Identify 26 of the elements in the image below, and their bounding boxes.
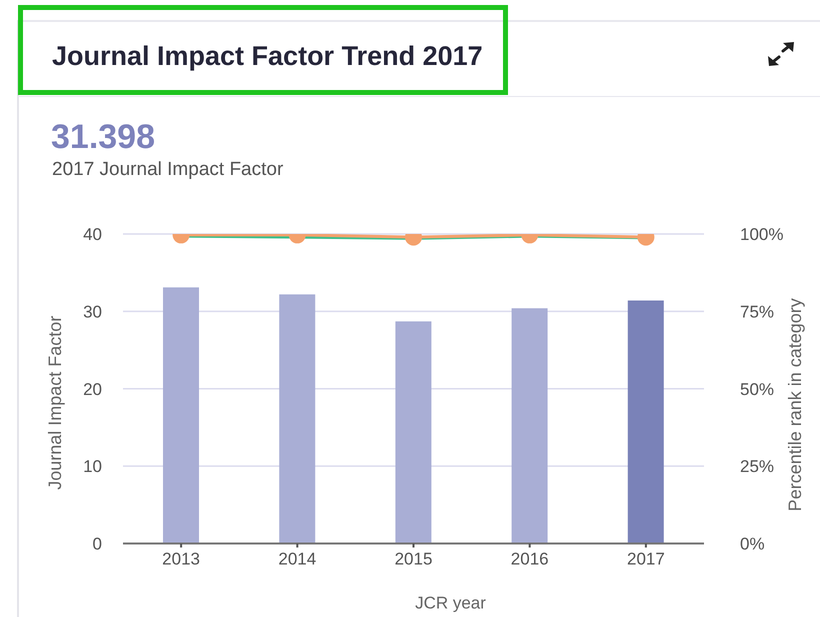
y-tick-label: 10 [83, 457, 102, 476]
y-tick-label: 0 [92, 534, 102, 554]
y-axis-title: Journal Impact Factor [45, 316, 65, 490]
y-tick-label: 30 [83, 302, 102, 322]
y2-tick-label: 75% [740, 302, 774, 322]
x-tick-label: 2016 [510, 550, 549, 569]
y2-axis-title: Percentile rank in category [785, 298, 805, 512]
bar [163, 287, 199, 544]
x-axis-title: JCR year [415, 594, 486, 612]
x-tick-label: 2013 [162, 550, 200, 569]
bar [279, 294, 316, 544]
text: 2017 Journal Impact Factor [52, 159, 284, 181]
y2-tick-label: 50% [740, 380, 774, 399]
x-tick-label: 2014 [278, 550, 316, 569]
bar [628, 300, 664, 544]
y-tick-label: 40 [83, 225, 102, 244]
chart-subtitle: 31.398 [51, 118, 155, 157]
y2-tick-label: 25% [740, 457, 774, 476]
y2-tick-label: 0% [740, 534, 765, 554]
x-tick-label: 2017 [626, 550, 665, 569]
x-tick-label: 2015 [394, 550, 432, 569]
chart-title: Journal Impact Factor Trend 2017 [52, 41, 483, 72]
bar [395, 321, 432, 544]
y-tick-label: 20 [83, 380, 102, 399]
y2-tick-label: 100% [740, 225, 784, 244]
bar [512, 308, 548, 544]
